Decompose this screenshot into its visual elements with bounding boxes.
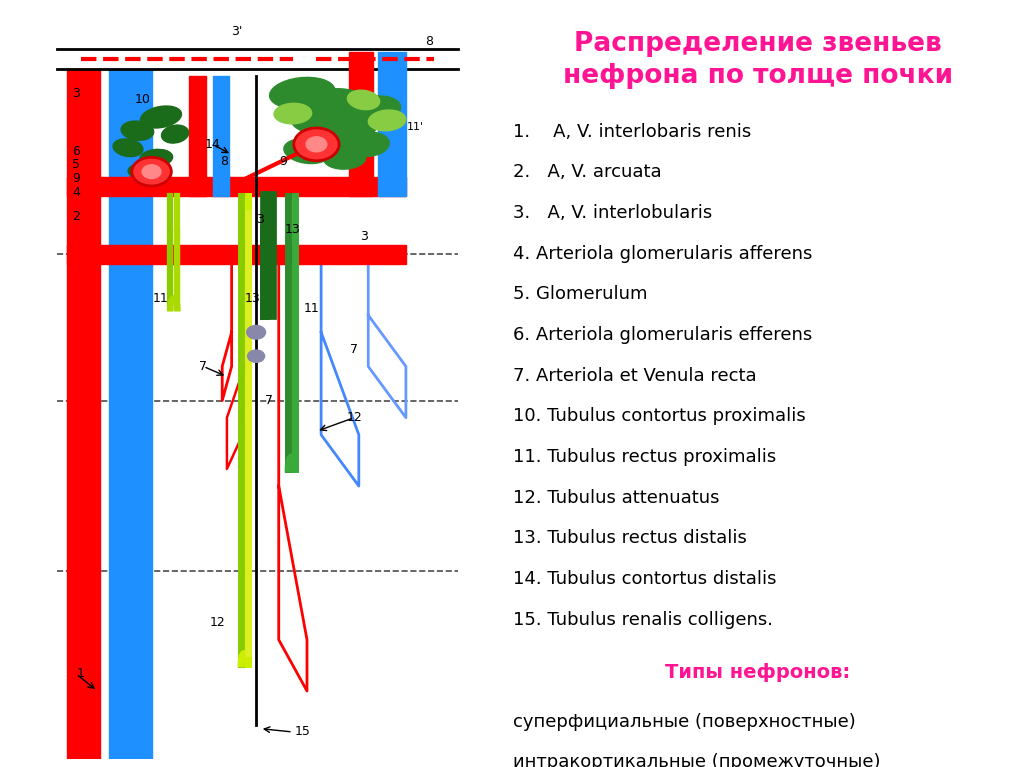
Ellipse shape	[140, 106, 181, 128]
Text: 9: 9	[73, 172, 80, 185]
Text: 9: 9	[280, 155, 288, 168]
Text: Распределение звеньев
нефрона по толще почки: Распределение звеньев нефрона по толще п…	[563, 31, 952, 89]
Text: 11. Tubulus rectus proximalis: 11. Tubulus rectus proximalis	[513, 448, 776, 466]
Bar	[67, 69, 99, 759]
Ellipse shape	[162, 125, 188, 143]
Text: 2.   A, V. arcuata: 2. A, V. arcuata	[513, 163, 662, 181]
Text: 3: 3	[256, 213, 264, 226]
Text: 13: 13	[285, 223, 301, 236]
Text: 11: 11	[304, 302, 319, 314]
Text: 6: 6	[73, 145, 80, 158]
Ellipse shape	[291, 107, 342, 134]
Text: 14: 14	[205, 138, 220, 151]
Text: 4. Arteriola glomerularis afferens: 4. Arteriola glomerularis afferens	[513, 245, 812, 262]
Ellipse shape	[250, 729, 263, 742]
Ellipse shape	[128, 164, 157, 179]
Text: 1: 1	[77, 667, 85, 680]
Circle shape	[248, 350, 264, 362]
Text: 3: 3	[73, 87, 80, 100]
Text: 1.    A, V. interlobaris renis: 1. A, V. interlobaris renis	[513, 123, 751, 140]
Text: 3: 3	[359, 230, 368, 243]
Text: 2: 2	[73, 209, 80, 222]
Ellipse shape	[121, 121, 154, 140]
Text: 8: 8	[220, 155, 228, 168]
Ellipse shape	[345, 96, 400, 124]
Text: 10: 10	[134, 94, 151, 107]
Ellipse shape	[324, 146, 366, 170]
Circle shape	[247, 325, 265, 339]
Text: 4: 4	[73, 186, 80, 199]
Bar	[349, 52, 373, 196]
Text: 3': 3'	[230, 25, 242, 38]
Text: 12: 12	[346, 411, 361, 424]
Text: 13. Tubulus rectus distalis: 13. Tubulus rectus distalis	[513, 529, 746, 547]
Circle shape	[306, 137, 327, 152]
Bar	[378, 52, 406, 196]
Text: 12: 12	[210, 616, 225, 629]
Text: 15: 15	[294, 726, 310, 739]
Text: 7: 7	[350, 343, 358, 356]
Text: 10. Tubulus contortus proximalis: 10. Tubulus contortus proximalis	[513, 407, 806, 425]
Circle shape	[294, 128, 339, 161]
Ellipse shape	[113, 139, 143, 156]
Ellipse shape	[369, 110, 406, 131]
Text: 7. Arteriola et Venula recta: 7. Arteriola et Venula recta	[513, 367, 757, 384]
Ellipse shape	[140, 150, 173, 166]
Ellipse shape	[331, 114, 377, 140]
Text: 7: 7	[200, 360, 208, 373]
Ellipse shape	[274, 104, 311, 123]
Ellipse shape	[269, 77, 335, 109]
Text: 6. Arteriola glomerularis efferens: 6. Arteriola glomerularis efferens	[513, 326, 812, 344]
Ellipse shape	[305, 128, 356, 154]
Ellipse shape	[347, 132, 389, 156]
Text: 15. Tubulus renalis colligens.: 15. Tubulus renalis colligens.	[513, 611, 773, 628]
Bar	[67, 245, 406, 264]
Ellipse shape	[309, 89, 371, 118]
Text: 12. Tubulus attenuatus: 12. Tubulus attenuatus	[513, 489, 719, 506]
Bar	[67, 176, 406, 196]
Circle shape	[132, 157, 171, 186]
Text: 7: 7	[265, 394, 273, 407]
Ellipse shape	[284, 139, 330, 163]
Ellipse shape	[347, 91, 380, 110]
Text: 14. Tubulus contortus distalis: 14. Tubulus contortus distalis	[513, 570, 776, 588]
Text: 3.   A, V. interlobularis: 3. A, V. interlobularis	[513, 204, 712, 222]
Bar	[110, 69, 152, 759]
Bar	[189, 76, 206, 196]
Text: суперфициальные (поверхностные): суперфициальные (поверхностные)	[513, 713, 856, 730]
Text: 8: 8	[425, 35, 433, 48]
Text: 13: 13	[245, 291, 261, 304]
Text: 11': 11'	[407, 122, 424, 132]
Text: интракортикальные (промежуточные): интракортикальные (промежуточные)	[513, 753, 881, 767]
Text: Типы нефронов:: Типы нефронов:	[666, 663, 850, 682]
Circle shape	[142, 165, 161, 179]
Text: 5. Glomerulum: 5. Glomerulum	[513, 285, 647, 303]
Bar	[213, 76, 229, 196]
Text: 11: 11	[154, 291, 169, 304]
Text: 5: 5	[72, 158, 80, 171]
